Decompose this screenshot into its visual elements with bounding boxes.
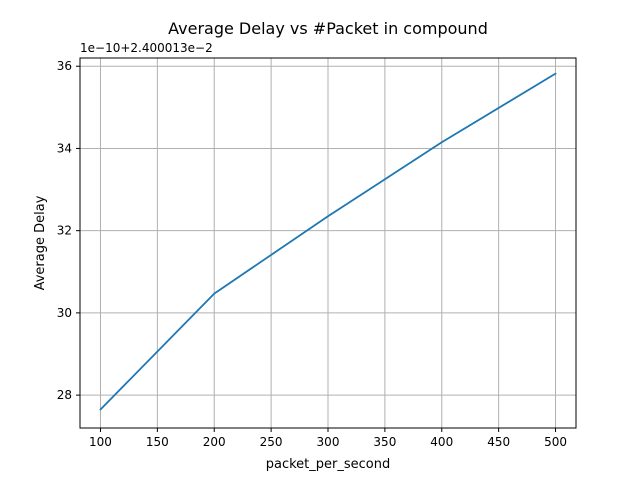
y-tick-label: 28 [57, 388, 72, 402]
y-axis-label: Average Delay [33, 195, 48, 290]
x-tick-label: 250 [260, 435, 283, 449]
x-tick-label: 400 [430, 435, 453, 449]
x-tick-label: 500 [544, 435, 567, 449]
x-tick-label: 300 [317, 435, 340, 449]
x-tick-label: 100 [89, 435, 112, 449]
series-layer [99, 72, 557, 411]
ticks: 100 150 200 250 300 350 400 450 500 28 30 32 34 36 [57, 59, 567, 449]
y-tick-label: 36 [57, 59, 72, 73]
series-line [99, 72, 557, 411]
x-tick-label: 150 [146, 435, 169, 449]
x-tick-label: 350 [373, 435, 396, 449]
grid [80, 58, 576, 428]
y-tick-label: 32 [57, 224, 72, 238]
x-tick-label: 200 [203, 435, 226, 449]
y-offset-label: 1e−10+2.400013e−2 [80, 41, 213, 55]
x-tick-label: 450 [487, 435, 510, 449]
chart-title: Average Delay vs #Packet in compound [168, 19, 488, 38]
y-tick-label: 34 [57, 141, 72, 155]
x-axis-label: packet_per_second [266, 457, 390, 472]
y-tick-label: 30 [57, 306, 72, 320]
